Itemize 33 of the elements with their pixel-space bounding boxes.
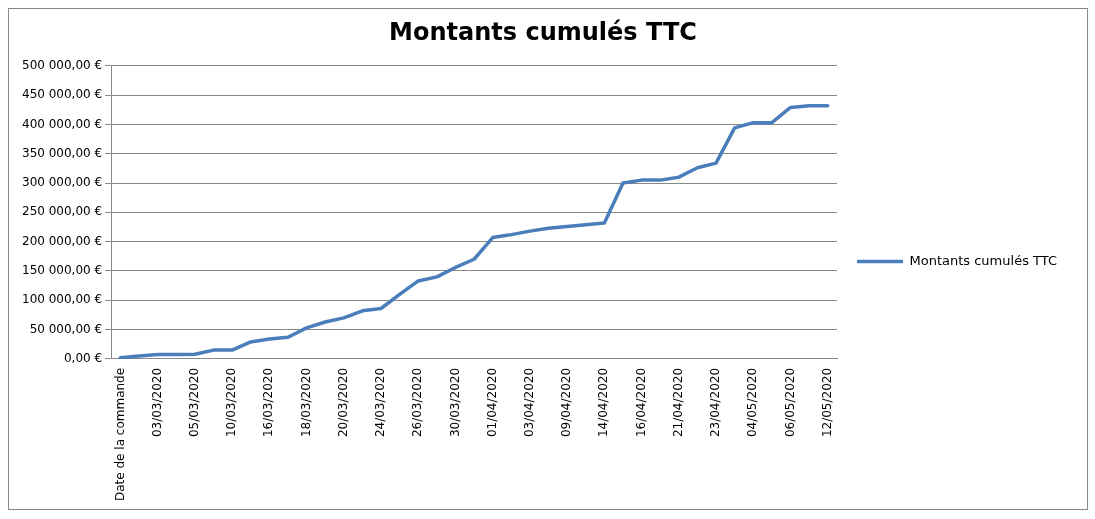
x-tick-label: 18/03/2020 [298, 367, 313, 438]
x-tick-label: 23/04/2020 [708, 367, 723, 438]
x-tick-label: 20/03/2020 [335, 367, 350, 438]
x-tick-label: 06/05/2020 [782, 367, 797, 438]
x-tick-label: Date de la commande [112, 367, 127, 501]
y-tick-label: 50 000,00 € [29, 321, 103, 336]
legend-label: Montants cumulés TTC [909, 252, 1058, 268]
x-tick-label: 03/03/2020 [149, 367, 164, 438]
y-tick-label: 250 000,00 € [22, 204, 103, 219]
y-tick-label: 300 000,00 € [22, 175, 103, 190]
x-tick-label: 16/03/2020 [261, 367, 276, 438]
y-tick-label: 200 000,00 € [22, 233, 103, 248]
x-tick-label: 01/04/2020 [484, 367, 499, 438]
chart-title: Montants cumulés TTC [389, 17, 697, 46]
x-tick-label: 21/04/2020 [670, 367, 685, 438]
y-tick-label: 0,00 € [63, 351, 103, 366]
x-tick-label: 09/04/2020 [559, 367, 574, 438]
y-tick-label: 400 000,00 € [22, 116, 103, 131]
x-tick-label: 30/03/2020 [447, 367, 462, 438]
y-tick-label: 350 000,00 € [22, 145, 103, 160]
x-tick-label: 04/05/2020 [745, 367, 760, 438]
y-tick-label: 150 000,00 € [22, 263, 103, 278]
x-tick-label: 12/05/2020 [819, 367, 834, 438]
x-tick-label: 14/04/2020 [596, 367, 611, 438]
y-tick-label: 500 000,00 € [22, 57, 103, 72]
x-tick-label: 03/04/2020 [522, 367, 537, 438]
x-tick-label: 24/03/2020 [373, 367, 388, 438]
x-tick-label: 26/03/2020 [410, 367, 425, 438]
x-tick-label: 10/03/2020 [224, 367, 239, 438]
x-tick-label: 05/03/2020 [187, 367, 202, 438]
y-tick-label: 450 000,00 € [22, 87, 103, 102]
y-tick-label: 100 000,00 € [22, 292, 103, 307]
x-tick-label: 16/04/2020 [633, 367, 648, 438]
